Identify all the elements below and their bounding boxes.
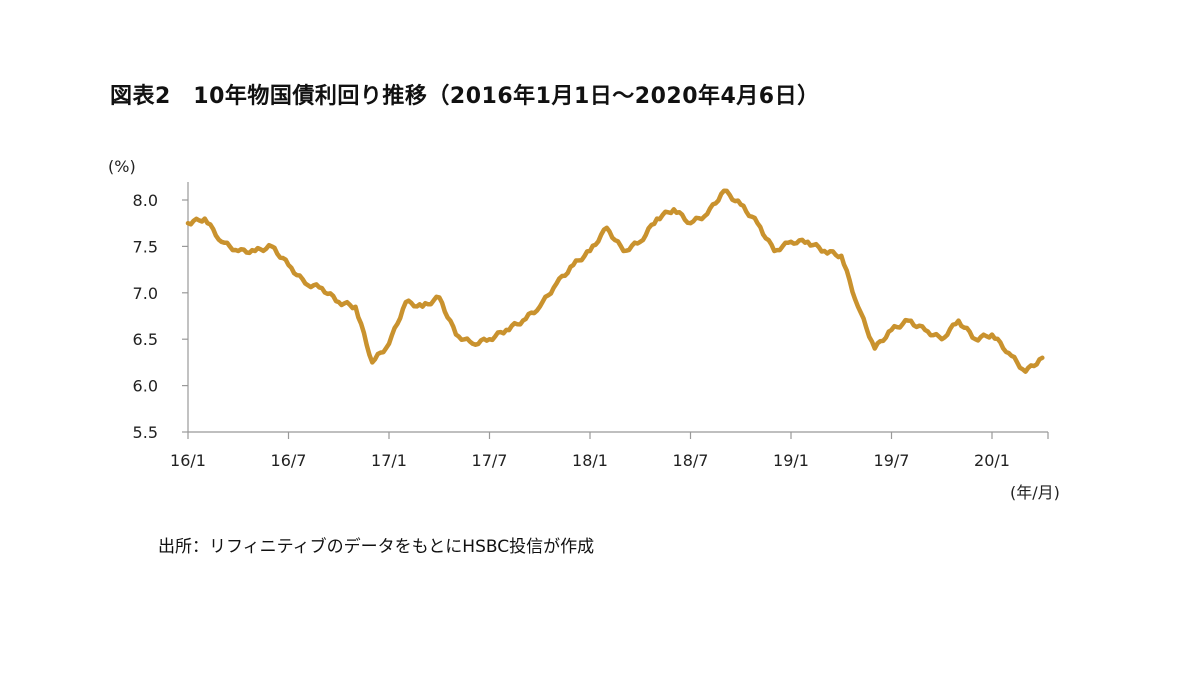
y-tick-label: 6.0 bbox=[133, 377, 158, 396]
data-point bbox=[454, 333, 458, 337]
data-point bbox=[437, 295, 441, 299]
data-point bbox=[186, 221, 190, 225]
y-tick-label: 8.0 bbox=[133, 191, 158, 210]
data-point bbox=[722, 189, 726, 193]
y-tick-label: 7.0 bbox=[133, 284, 158, 303]
y-tick-label: 5.5 bbox=[133, 423, 158, 442]
data-point bbox=[203, 217, 207, 221]
data-point bbox=[605, 226, 609, 230]
data-point bbox=[873, 347, 877, 350]
x-tick-label: 18/7 bbox=[673, 451, 709, 470]
x-tick-label: 17/1 bbox=[371, 451, 407, 470]
data-point bbox=[789, 240, 793, 244]
series-line bbox=[185, 188, 1045, 374]
data-point bbox=[471, 342, 475, 346]
data-point bbox=[588, 249, 592, 253]
x-tick-label: 20/1 bbox=[974, 451, 1010, 470]
data-point bbox=[823, 249, 826, 253]
data-point bbox=[337, 300, 341, 304]
data-point bbox=[1040, 356, 1044, 360]
data-point bbox=[806, 240, 810, 244]
data-point bbox=[689, 221, 692, 225]
data-point bbox=[923, 328, 927, 332]
data-point bbox=[638, 240, 642, 244]
chart-axes: 8.0 7.5 7.0 6.5 6.0 5.5 (%) 16/1 16/7 17/1 17/7 18/… bbox=[108, 157, 1060, 502]
data-point bbox=[705, 212, 709, 216]
y-tick-label: 6.5 bbox=[133, 330, 158, 349]
data-point bbox=[739, 203, 743, 207]
x-axis-unit: (年/月) bbox=[1010, 483, 1060, 502]
data-point bbox=[354, 305, 357, 309]
data-point bbox=[421, 305, 424, 309]
data-point bbox=[504, 328, 508, 332]
data-point bbox=[320, 286, 324, 290]
data-point bbox=[270, 244, 274, 248]
data-point bbox=[387, 342, 391, 346]
x-tick-label: 19/1 bbox=[773, 451, 809, 470]
data-point bbox=[1007, 351, 1011, 355]
x-tick-label: 18/1 bbox=[572, 451, 608, 470]
data-point bbox=[655, 217, 659, 221]
data-point bbox=[404, 300, 408, 304]
data-point bbox=[957, 319, 960, 323]
data-point bbox=[906, 319, 910, 323]
y-tick-label: 7.5 bbox=[133, 237, 158, 256]
data-point bbox=[370, 360, 374, 364]
x-tick-label: 19/7 bbox=[874, 451, 910, 470]
data-point bbox=[253, 249, 257, 253]
data-point bbox=[488, 337, 491, 341]
data-point bbox=[940, 337, 944, 341]
x-tick-label: 16/7 bbox=[271, 451, 307, 470]
data-point bbox=[756, 221, 759, 225]
data-point bbox=[521, 319, 525, 323]
data-point bbox=[973, 337, 977, 341]
data-point bbox=[772, 249, 776, 253]
data-point bbox=[303, 282, 307, 285]
plot-area bbox=[185, 188, 1045, 374]
x-tick-label: 17/7 bbox=[472, 451, 508, 470]
data-point bbox=[555, 282, 558, 285]
data-point bbox=[571, 263, 575, 267]
data-point bbox=[538, 305, 542, 309]
data-point bbox=[1024, 370, 1027, 374]
data-point bbox=[672, 207, 676, 211]
data-point bbox=[990, 333, 994, 337]
x-tick-label: 16/1 bbox=[170, 451, 206, 470]
source-note: 出所：リフィニティブのデータをもとにHSBC投信が作成 bbox=[158, 537, 595, 557]
data-point bbox=[622, 249, 625, 253]
data-point bbox=[220, 240, 223, 244]
data-point bbox=[287, 263, 290, 267]
data-point bbox=[236, 249, 240, 253]
chart-title: 図表2 10年物国債利回り推移（2016年1月1日～2020年4月6日） bbox=[110, 84, 820, 109]
y-axis-unit: (%) bbox=[108, 157, 136, 176]
data-point bbox=[856, 305, 860, 309]
data-point bbox=[839, 254, 843, 258]
data-point bbox=[890, 328, 893, 332]
